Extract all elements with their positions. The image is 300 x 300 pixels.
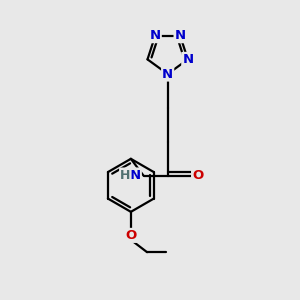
Text: O: O: [192, 169, 203, 182]
Text: N: N: [130, 169, 141, 182]
Text: N: N: [150, 29, 161, 42]
Text: O: O: [125, 229, 136, 242]
Text: N: N: [162, 68, 173, 80]
Text: N: N: [182, 53, 194, 66]
Text: H: H: [120, 169, 130, 182]
Text: N: N: [175, 29, 186, 42]
